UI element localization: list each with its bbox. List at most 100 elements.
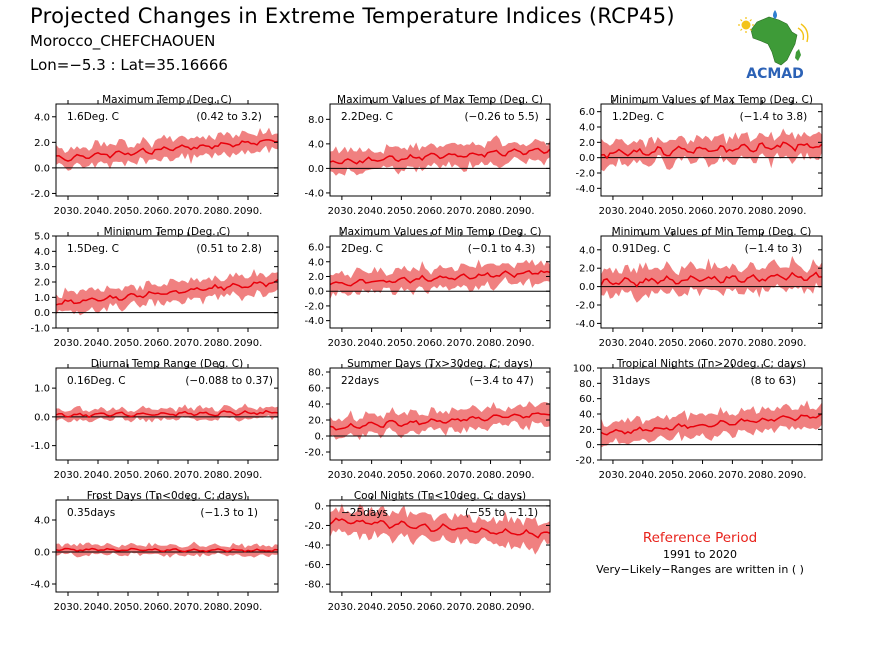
- chart-title: Diurnal Temp Range (Deg. C): [91, 358, 243, 370]
- x-tick-label: 2070.: [446, 602, 475, 613]
- chart-panel: -4.0 0.0 4.0 2030. 2040. 2050. 2060. 2070. 2080.…: [30, 490, 279, 613]
- x-tick-label: 2050.: [114, 206, 143, 217]
- change-value: 0.35days: [67, 507, 115, 519]
- x-tick-label: 2050.: [387, 338, 416, 349]
- y-tick-label: -2.0: [575, 169, 595, 180]
- median-series-line: [601, 271, 822, 288]
- x-tick-label: 2090.: [778, 206, 807, 217]
- change-value: 22days: [341, 375, 379, 387]
- x-tick-label: 2050.: [114, 470, 143, 481]
- x-tick-label: 2050.: [387, 206, 416, 217]
- change-value: 1.2Deg. C: [612, 111, 664, 123]
- chart-title: Frost Days (Tn<0deg. C; days): [87, 490, 247, 502]
- x-tick-label: 2030.: [328, 206, 357, 217]
- x-tick-label: 2050.: [114, 338, 143, 349]
- x-tick-label: 2070.: [446, 470, 475, 481]
- x-tick-label: 2080.: [476, 206, 505, 217]
- chart-title: Summer Days (Tx>30deg. C; days): [347, 358, 533, 370]
- x-tick-label: 2030.: [599, 338, 628, 349]
- chart-panel: -20. 0. 20. 40. 60. 80. 100. 2030. 2040. 2050. 206…: [573, 358, 823, 481]
- y-tick-label: -4.0: [30, 580, 50, 591]
- y-tick-label: -2.0: [575, 301, 595, 312]
- y-tick-label: -20.: [575, 456, 595, 467]
- x-tick-label: 2040.: [84, 602, 113, 613]
- likely-range-label: (−0.26 to 5.5): [464, 111, 538, 123]
- median-series-line: [330, 269, 550, 287]
- y-tick-label: -4.0: [575, 184, 595, 195]
- plot-frame: [329, 103, 551, 197]
- chart-panel: -80.-60.-40.-20.0.2030. 2040. 2050. 2060. 20…: [304, 490, 551, 613]
- likely-range-label: (−55 to −1.1): [465, 507, 538, 519]
- x-tick-label: 2040.: [357, 470, 386, 481]
- y-tick-label: 0.: [314, 432, 324, 443]
- plot-frame: [55, 367, 279, 461]
- x-tick-label: 2040.: [628, 338, 657, 349]
- y-tick-label: -2.0: [304, 301, 324, 312]
- change-value: 2Deg. C: [341, 243, 383, 255]
- x-tick-label: 2070.: [446, 338, 475, 349]
- x-tick-label: 2070.: [174, 602, 203, 613]
- x-tick-label: 2080.: [204, 206, 233, 217]
- x-tick-label: 2050.: [658, 338, 687, 349]
- x-tick-label: 2070.: [718, 206, 747, 217]
- likely-range-band: [56, 269, 278, 316]
- chart-title: Minimum Values of Max Temp (Deg. C): [610, 94, 813, 106]
- y-tick-label: 0.0: [34, 412, 50, 423]
- x-tick-label: 2090.: [778, 470, 807, 481]
- y-tick-label: 4.0: [34, 247, 50, 258]
- likely-range-label: (−0.088 to 0.37): [185, 375, 273, 387]
- x-tick-label: 2080.: [748, 470, 777, 481]
- likely-range-label: (−1.4 to 3.8): [740, 111, 808, 123]
- y-tick-label: 80.: [579, 379, 595, 390]
- likely-range-band: [601, 128, 822, 172]
- likely-range-label: (8 to 63): [751, 375, 796, 387]
- chart-panel: -4.0 -2.0 0.0 2.0 4.0 6.0 2030. 2040. 2050. 2060.…: [575, 94, 823, 217]
- x-tick-label: 2080.: [476, 338, 505, 349]
- chart-title: Maximum Temp (Deg. C): [102, 94, 232, 106]
- x-tick-label: 2060.: [688, 206, 717, 217]
- x-tick-label: 2040.: [357, 602, 386, 613]
- y-tick-label: 40.: [308, 400, 324, 411]
- x-tick-label: 2090.: [506, 338, 535, 349]
- x-tick-label: 2070.: [718, 470, 747, 481]
- median-series-line: [330, 412, 550, 431]
- y-tick-label: -2.0: [30, 189, 50, 200]
- x-tick-label: 2090.: [234, 206, 263, 217]
- y-tick-label: 6.0: [308, 243, 324, 254]
- chart-panel: -1.0 0.0 1.0 2.0 3.0 4.0 5.0 2030. 2040. 2050. 206…: [30, 226, 279, 349]
- median-series-line: [601, 413, 822, 436]
- x-tick-label: 2060.: [688, 338, 717, 349]
- x-tick-label: 2080.: [204, 338, 233, 349]
- x-tick-label: 2040.: [357, 338, 386, 349]
- likely-range-band: [330, 503, 550, 555]
- likely-range-label: (−1.3 to 1): [200, 507, 258, 519]
- x-tick-label: 2060.: [417, 206, 446, 217]
- y-tick-label: 60.: [579, 394, 595, 405]
- chart-panel: -4.0 -2.0 0.0 2.0 4.0 6.0 2030. 2040. 2050. 2060.…: [304, 226, 551, 349]
- location-label: Morocco_CHEFCHAOUEN: [30, 32, 216, 50]
- y-tick-label: 0.0: [579, 282, 595, 293]
- x-tick-label: 2090.: [778, 338, 807, 349]
- reference-period-title: Reference Period: [642, 530, 758, 546]
- change-value: 1.6Deg. C: [67, 111, 119, 123]
- chart-title: Cool Nights (Tn<10deg. C; days): [354, 490, 526, 502]
- x-tick-label: 2030.: [54, 470, 83, 481]
- plot-frame: [600, 103, 823, 197]
- y-tick-label: 5.0: [34, 232, 50, 243]
- y-tick-label: 3.0: [34, 262, 50, 273]
- coordinates-label: Lon=−5.3 : Lat=35.16666: [30, 56, 228, 74]
- y-tick-label: 4.0: [308, 139, 324, 150]
- africa-map-logo: ACMAD: [738, 10, 809, 82]
- likely-range-label: (−0.1 to 4.3): [468, 243, 536, 255]
- x-tick-label: 2090.: [234, 470, 263, 481]
- median-series-line: [56, 547, 278, 553]
- x-tick-label: 2070.: [174, 338, 203, 349]
- x-tick-label: 2080.: [204, 602, 233, 613]
- likely-range-label: (0.42 to 3.2): [196, 111, 262, 123]
- change-value: 0.16Deg. C: [67, 375, 126, 387]
- x-tick-label: 2060.: [144, 206, 173, 217]
- chart-title: Minimum Values of Min Temp (Deg. C): [612, 226, 812, 238]
- y-tick-label: 4.0: [579, 245, 595, 256]
- x-tick-label: 2040.: [628, 470, 657, 481]
